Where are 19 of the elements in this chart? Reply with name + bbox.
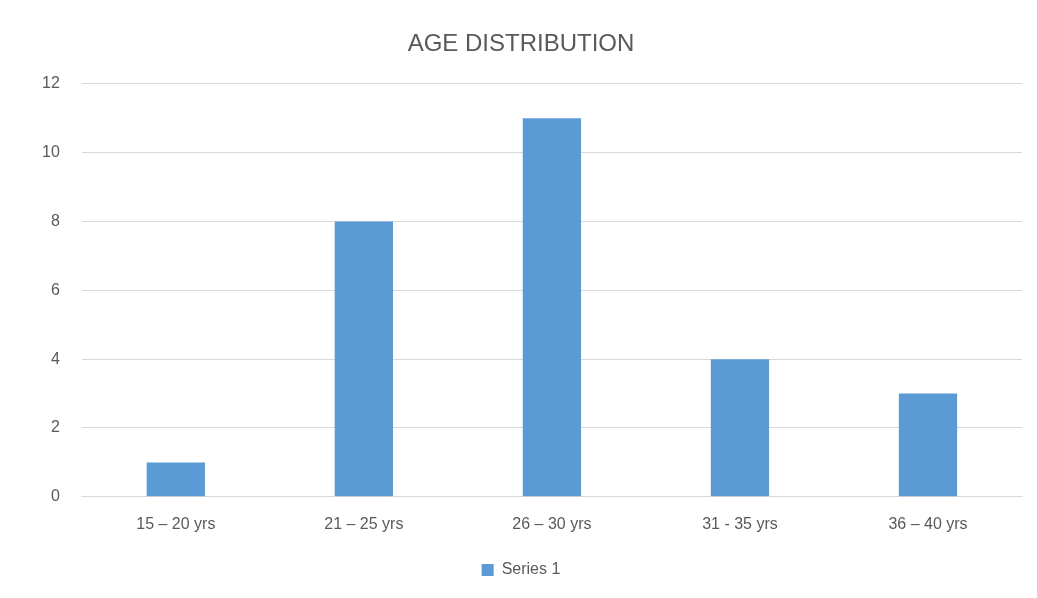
x-tick-label: 21 – 25 yrs [324, 514, 404, 532]
x-tick-label: 36 – 40 yrs [888, 514, 968, 532]
bar [710, 359, 770, 497]
bar [146, 462, 205, 497]
y-tick-label: 8 [50, 211, 60, 229]
y-tick-label: 10 [42, 143, 60, 161]
y-tick-label: 2 [50, 418, 60, 436]
y-tick-label: 12 [42, 74, 60, 92]
y-tick-label: 4 [50, 349, 60, 367]
bar [898, 393, 958, 497]
legend-label: Series 1 [501, 560, 561, 578]
x-tick-label: 26 – 30 yrs [512, 514, 592, 532]
bar [522, 118, 582, 497]
x-tick-label: 31 - 35 yrs [702, 514, 778, 532]
y-tick-label: 6 [50, 280, 60, 298]
bar [334, 221, 393, 497]
chart-title: AGE DISTRIBUTION [407, 29, 635, 57]
y-tick-label: 0 [50, 487, 60, 505]
x-tick-label: 15 – 20 yrs [136, 514, 216, 532]
